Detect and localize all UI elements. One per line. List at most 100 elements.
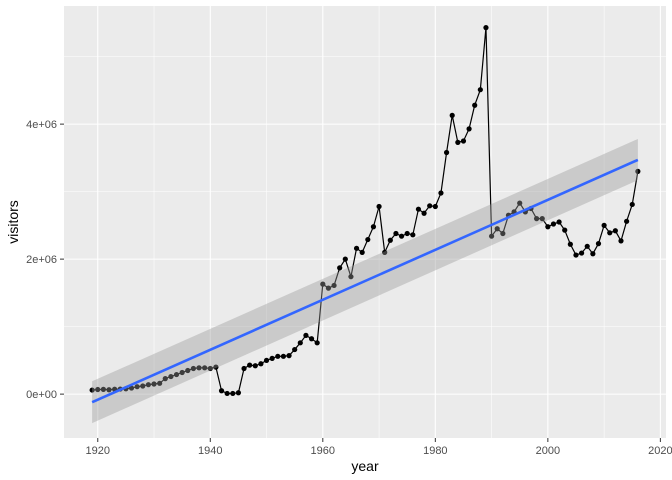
data-point [415,206,422,212]
data-point [342,256,348,262]
data-point [533,216,540,222]
data-point [157,380,163,386]
data-point [500,230,506,237]
data-point [421,210,427,216]
data-point [325,285,332,291]
tick-labels-layer: 1920 1940 1960 1980 2000 2020 0e+00 2e+06 4e+06 [26,119,672,457]
data-point [432,203,438,210]
data-point [348,274,354,280]
data-point [562,227,568,233]
data-point [573,252,579,258]
data-point [567,241,573,247]
data-point [196,365,202,371]
data-point [443,149,450,156]
data-point [337,265,343,271]
data-point [235,390,242,396]
data-point [190,365,197,372]
data-point [629,201,635,208]
data-point [320,281,326,287]
x-tick-label: 1940 [198,445,222,457]
data-point [607,230,613,236]
data-point [275,353,281,359]
data-point [185,367,191,374]
x-tick-label: 1960 [311,445,335,457]
data-point [263,357,270,363]
data-point [297,340,303,346]
data-point [624,218,630,224]
x-tick-label: 2020 [648,445,672,457]
data-point [202,365,208,371]
data-point [314,340,320,346]
data-point [494,226,500,232]
data-point [292,346,298,353]
data-point [635,168,641,174]
data-point [303,332,309,338]
data-point [466,126,472,132]
y-tick-label: 0e+00 [26,389,57,401]
data-point [95,386,101,393]
data-point [162,376,168,382]
data-point [151,381,157,387]
data-point [404,230,410,237]
data-point [247,362,253,368]
data-point [517,200,523,206]
data-point [218,388,225,394]
data-point [145,382,151,388]
data-point [230,390,236,397]
data-point [393,230,399,237]
data-point [269,355,275,361]
data-point [382,249,388,255]
data-point [179,369,185,376]
data-point [280,353,287,359]
data-point [286,353,292,359]
data-point [595,241,602,247]
data-point [213,364,219,370]
y-tick-label: 2e+06 [26,254,57,266]
plot-panel [64,6,666,438]
data-point [387,237,393,243]
data-point [477,87,483,93]
data-point [449,112,455,118]
data-point [550,221,557,227]
data-point [241,365,247,372]
data-point [584,243,590,249]
data-point [483,25,489,31]
data-point [410,232,416,238]
data-point [590,251,596,257]
x-tick-label: 2000 [536,445,560,457]
data-point [376,203,382,210]
x-axis-title: year [351,458,379,474]
data-point [224,390,230,397]
data-point [331,282,337,289]
data-point [365,236,371,243]
data-point [258,361,264,367]
trend-line [91,158,639,404]
data-point [134,384,140,390]
data-point [601,222,607,228]
data-point [128,385,135,391]
data-point [370,224,377,230]
data-point [488,233,495,239]
data-point [207,365,213,372]
data-point [472,102,478,108]
data-point [460,138,467,144]
data-point [579,250,585,256]
data-point [106,387,112,393]
data-point [539,216,545,222]
data-point [427,203,433,209]
y-axis-title: visitors [5,200,21,244]
data-point [438,190,444,196]
data-point [173,371,180,378]
data-point [545,224,551,230]
data-point [455,139,461,145]
data-point [89,387,95,393]
trend-line-layer [91,158,639,404]
data-point [359,249,365,255]
data-point [612,228,618,234]
data-point [100,386,106,392]
data-point [140,383,146,389]
data-point [353,245,360,251]
data-point [252,363,258,369]
y-tick-label: 4e+06 [26,119,57,131]
